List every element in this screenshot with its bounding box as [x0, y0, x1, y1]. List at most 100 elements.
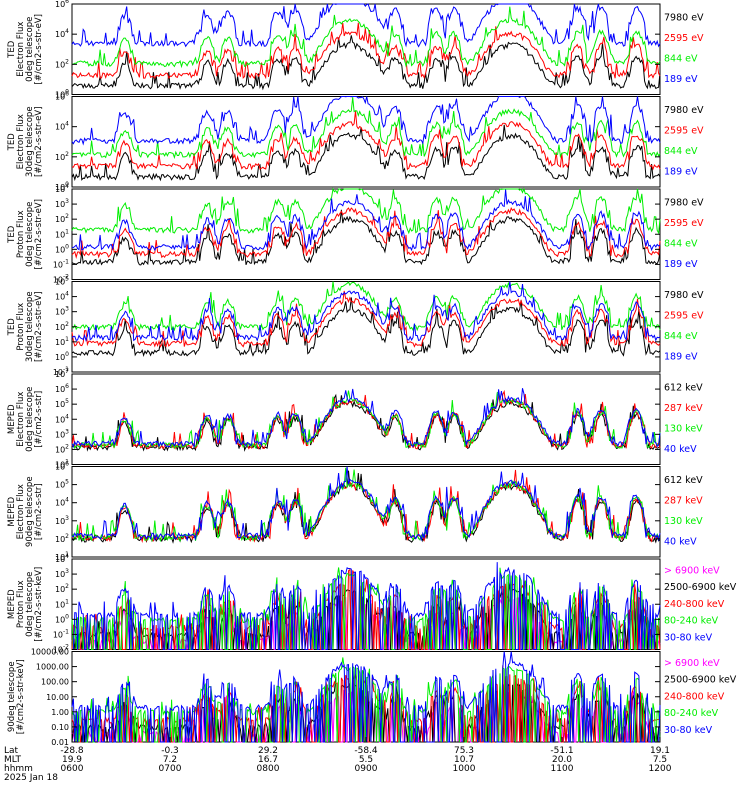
legend-entry: 7980 eV — [664, 12, 704, 23]
y-tick-label: 10-1 — [53, 258, 69, 269]
y-axis-label: 30deg telescope — [25, 291, 35, 362]
y-axis-label: [#/cm2-s-str-keV] — [16, 659, 26, 734]
legend-entry: 40 keV — [664, 444, 697, 455]
series-line-844-eV — [71, 281, 661, 332]
series-line-844-eV — [71, 6, 661, 69]
series-line-189-eV — [71, 3, 661, 48]
y-tick-label: 104 — [55, 413, 69, 424]
y-axis-label: Proton Flux — [16, 580, 26, 628]
y-axis-label: 0deg telescope — [25, 572, 35, 637]
series-line-2595-eV — [71, 207, 661, 260]
y-tick-label: 100 — [55, 613, 69, 624]
y-tick-label: 104 — [55, 553, 69, 564]
y-tick-label: 107 — [55, 368, 69, 379]
series-line-2595-eV — [71, 22, 661, 80]
series-line-7980-eV — [71, 209, 661, 266]
series-line-189-eV — [71, 189, 661, 252]
x-tick-label-hhmm: 0600 — [61, 764, 84, 774]
y-tick-label: 101 — [55, 551, 69, 562]
y-axis-label: 90deg telescope — [25, 476, 35, 547]
date-label: 2025 Jan 18 — [4, 773, 58, 783]
y-tick-label: 106 — [55, 0, 69, 9]
y-tick-label: 100 — [55, 89, 69, 100]
legend-entry: 130 keV — [664, 516, 703, 527]
x-tick-label-mlt: 10.7 — [454, 755, 474, 765]
y-tick-label: 0.01 — [51, 738, 69, 747]
series-line-30-80-keV — [72, 562, 661, 650]
y-axis-label: TED — [7, 40, 17, 59]
series-line-189-eV — [71, 281, 661, 342]
y-tick-label: 102 — [55, 58, 69, 69]
y-tick-label: 105 — [55, 398, 69, 409]
y-axis-label: TED — [7, 318, 17, 337]
y-tick-label: 102 — [55, 533, 69, 544]
y-axis-label: Electron Flux — [16, 114, 26, 169]
y-tick-label: 103 — [55, 515, 69, 526]
series-line-612-keV — [71, 470, 661, 544]
y-tick-label: 105 — [55, 479, 69, 490]
x-tick-label-mlt: 5.5 — [359, 755, 373, 765]
x-tick-label-hhmm: 1200 — [649, 764, 672, 774]
legend-entry: 287 keV — [664, 495, 703, 506]
x-tick-label-lat: -51.1 — [550, 746, 573, 756]
y-tick-label: 0.10 — [51, 723, 69, 732]
y-tick-label: 10-2 — [53, 644, 69, 655]
y-tick-label: 1000.00 — [36, 663, 69, 672]
legend-entry: 80-240 keV — [664, 708, 719, 719]
series-line-7980-eV — [71, 124, 661, 182]
y-tick-label: 10000.00 — [31, 648, 69, 657]
y-tick-label: 100.00 — [41, 678, 69, 687]
legend-entry: > 6900 keV — [664, 658, 720, 669]
legend-entry: 2595 eV — [664, 310, 704, 321]
legend-entry: 189 eV — [664, 351, 698, 362]
y-tick-label: 106 — [55, 461, 69, 472]
series-line-189-eV — [71, 96, 661, 146]
legend-entry: 2595 eV — [664, 218, 704, 229]
y-axis-label: 90deg telescope — [7, 661, 17, 732]
legend-entry: 612 keV — [664, 475, 703, 486]
y-axis-label: 0deg telescope — [25, 202, 35, 267]
series-line-2595-eV — [71, 110, 661, 171]
y-axis-label: [#/cm2-s-str-eV] — [34, 107, 44, 177]
legend-entry: 7980 eV — [664, 197, 704, 208]
series-line-287-keV — [71, 469, 661, 543]
y-tick-label: 1.00 — [51, 708, 69, 717]
y-axis-label: MEPED — [7, 496, 17, 526]
series-line-2595-eV — [71, 290, 661, 348]
y-tick-label: 102 — [55, 321, 69, 332]
x-tick-label-hhmm: 1100 — [551, 764, 574, 774]
y-axis-label: MEPED — [7, 589, 17, 619]
y-axis-label: 0deg telescope — [25, 387, 35, 452]
series-line-844-eV — [71, 187, 661, 235]
y-axis-label: [#/cm2-s-str] — [34, 391, 44, 448]
y-tick-label: 105 — [55, 276, 69, 287]
y-tick-label: 101 — [55, 228, 69, 239]
legend-entry: 7980 eV — [664, 105, 704, 116]
legend-entry: 2500-6900 keV — [664, 675, 737, 686]
x-tick-label-lat: -28.8 — [60, 746, 84, 756]
legend-entry: 2595 eV — [664, 125, 704, 136]
y-tick-label: 103 — [55, 306, 69, 317]
y-axis-label: Proton Flux — [16, 303, 26, 351]
legend-entry: 130 keV — [664, 423, 703, 434]
y-tick-label: 10-1 — [53, 366, 69, 377]
y-axis-label: Electron Flux — [16, 484, 26, 539]
legend-entry: 7980 eV — [664, 290, 704, 301]
series-line-287-keV — [71, 389, 661, 450]
x-tick-label-mlt: 16.7 — [258, 755, 278, 765]
y-tick-label: 10.00 — [46, 693, 69, 702]
legend-entry: 240-800 keV — [664, 691, 725, 702]
y-tick-label: 103 — [55, 428, 69, 439]
x-tick-label-lat: 29.2 — [258, 746, 278, 756]
y-axis-label: [#/cm2-s-str] — [34, 483, 44, 540]
series-line-30-80-keV — [71, 651, 661, 743]
series-line-612-keV — [71, 393, 661, 452]
y-tick-label: 101 — [55, 459, 69, 470]
y-tick-label: 100 — [55, 351, 69, 362]
y-axis-label: [#/cm2-s-str-eV] — [34, 292, 44, 362]
y-tick-label: 102 — [55, 583, 69, 594]
y-tick-label: 101 — [55, 598, 69, 609]
y-tick-label: 106 — [55, 383, 69, 394]
y-axis-label: [#/cm2-s-str-eV] — [34, 199, 44, 269]
